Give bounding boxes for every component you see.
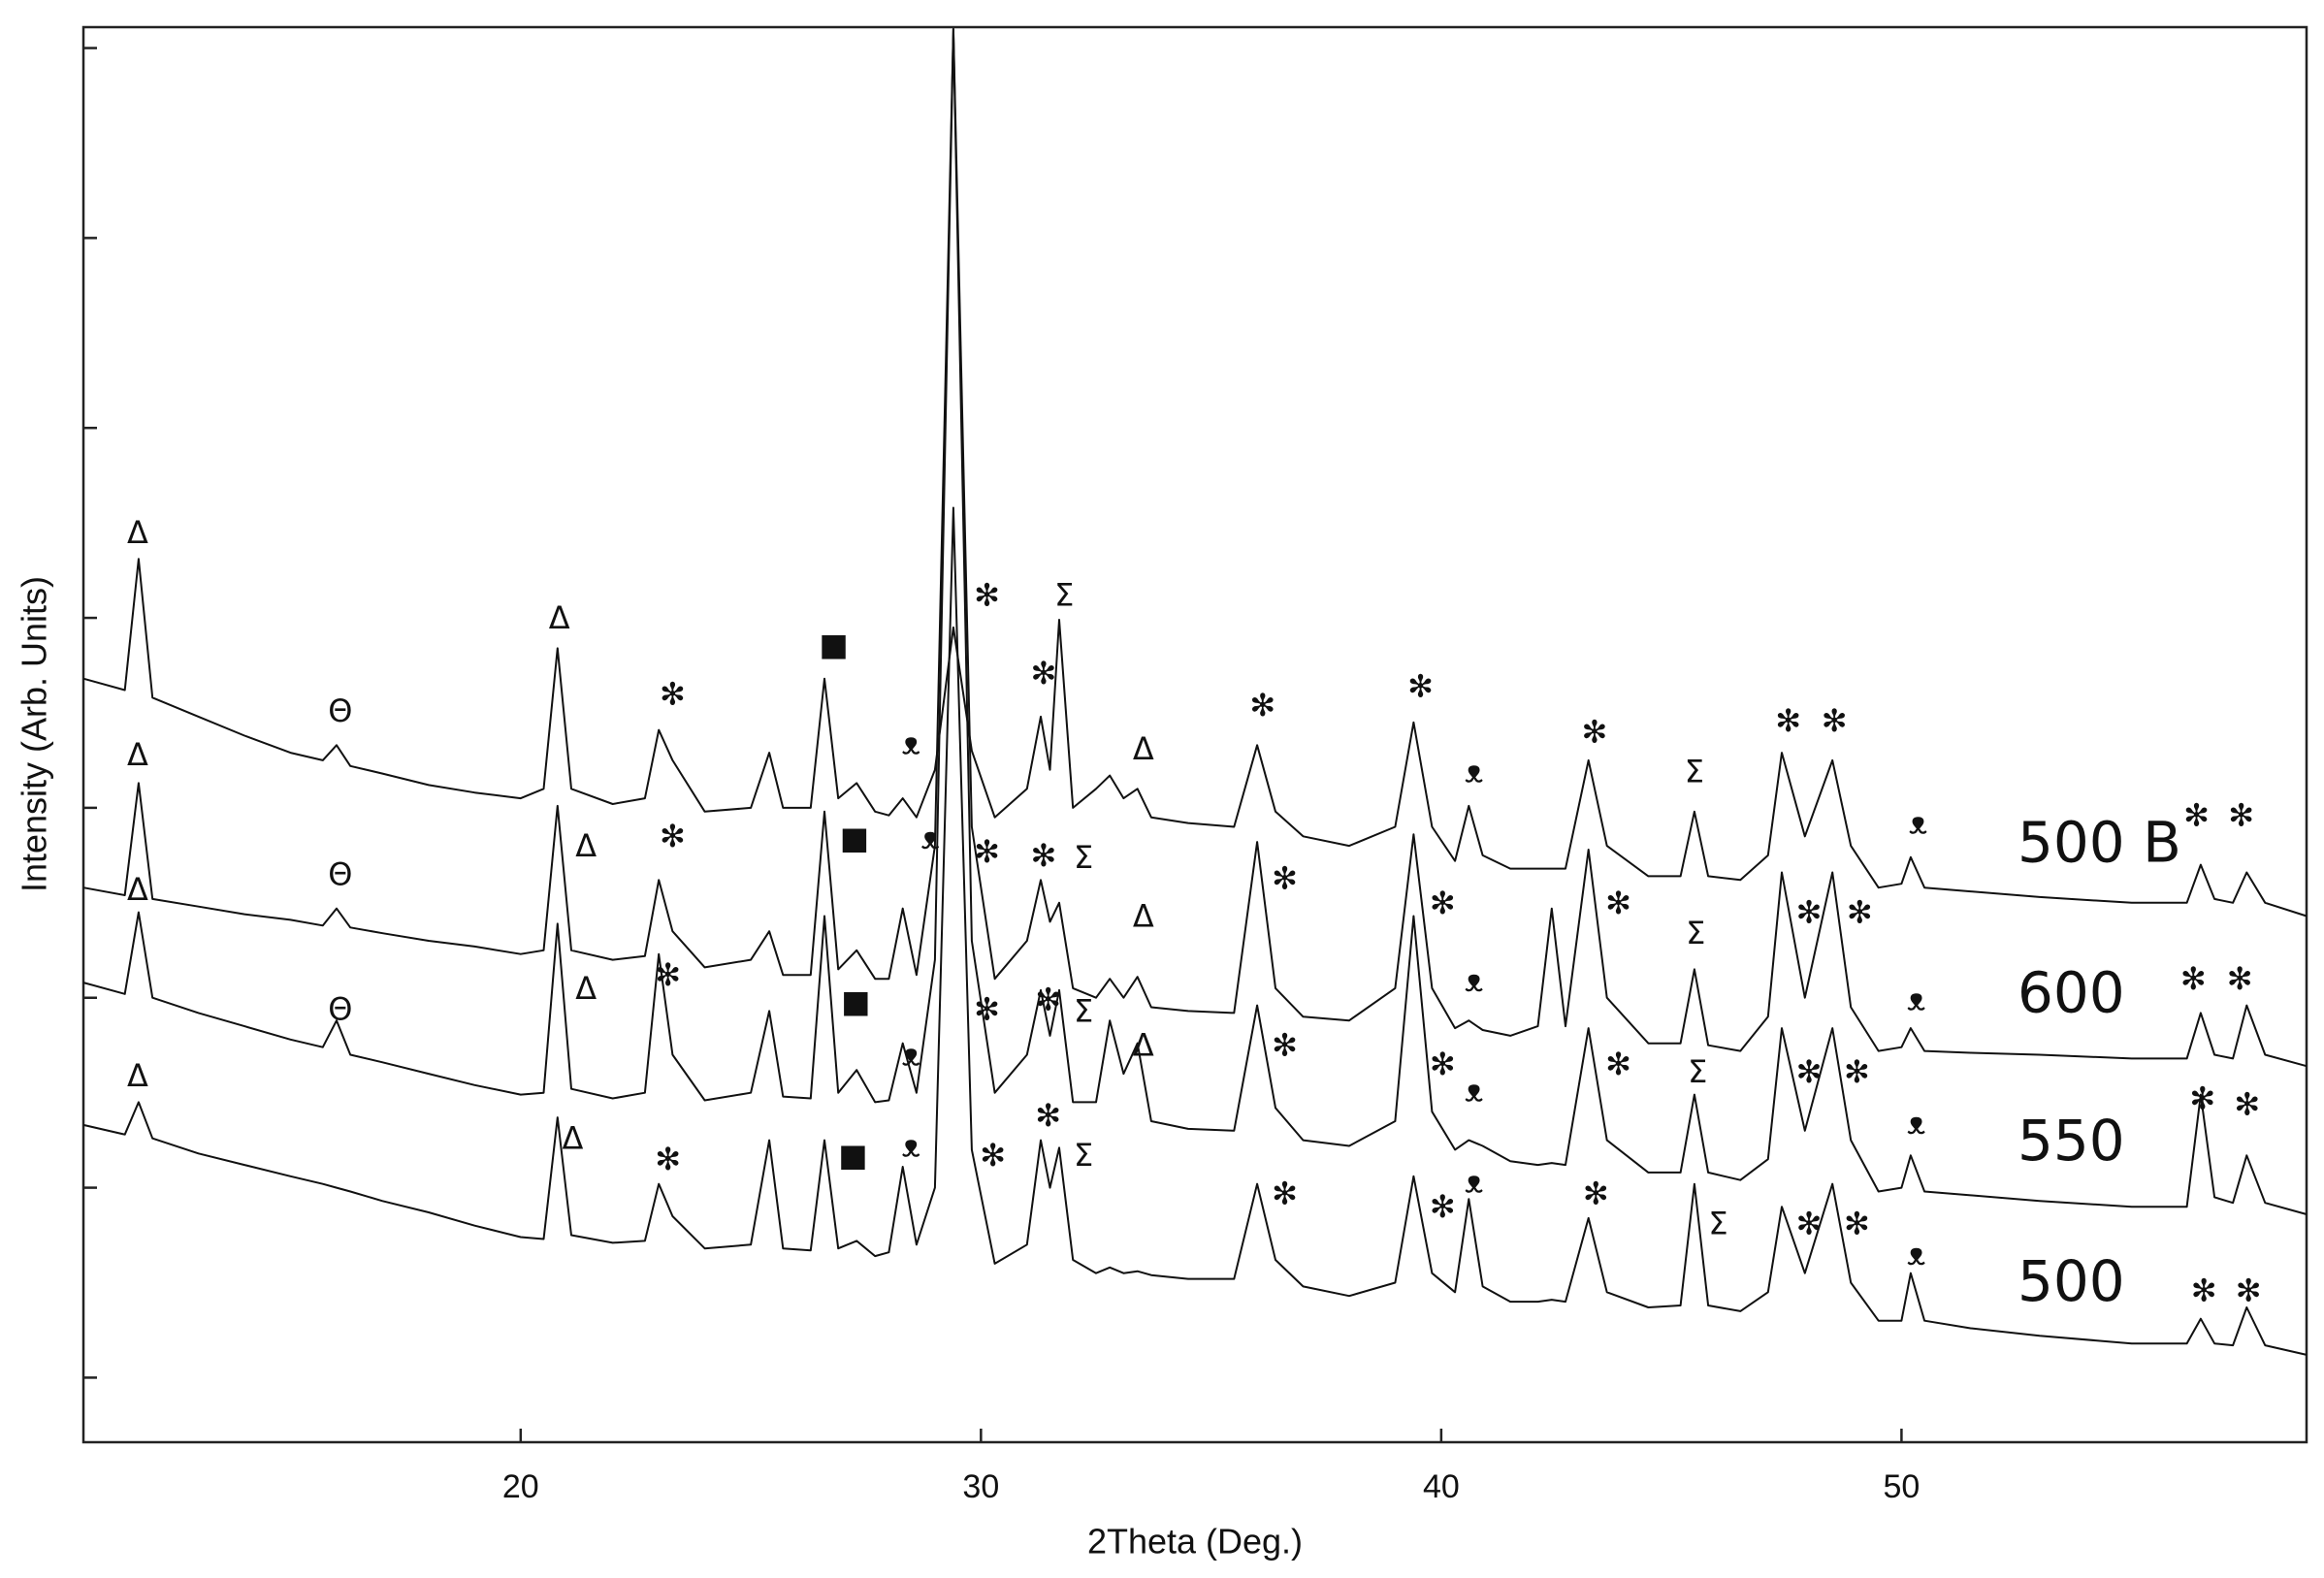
peak-marker: ✻ — [1796, 1206, 1823, 1242]
x-tick-label: 20 — [502, 1468, 539, 1505]
peak-marker: ᴥ — [1465, 754, 1483, 790]
peak-marker: Σ — [1074, 1137, 1093, 1174]
peak-marker: ✻ — [660, 818, 686, 854]
peak-marker: Σ — [1688, 1053, 1707, 1090]
peak-marker: ✻ — [1030, 655, 1056, 692]
peak-marker: Δ — [1133, 897, 1154, 934]
peak-marker: ✻ — [1847, 894, 1873, 931]
peak-marker: Δ — [1133, 1027, 1154, 1064]
peak-marker: ᴥ — [1909, 805, 1927, 842]
plot-frame — [81, 25, 2308, 1444]
peak-marker: ■ — [819, 626, 848, 662]
peak-marker: Δ — [127, 514, 148, 551]
peak-marker: Δ — [562, 1120, 583, 1157]
peak-marker: ✻ — [1430, 1046, 1456, 1082]
peak-marker: Δ — [575, 970, 597, 1007]
peak-marker: Δ — [127, 736, 148, 773]
y-axis-title: Intensity (Arb. Units) — [15, 576, 54, 892]
peak-marker: ✻ — [2234, 1085, 2260, 1122]
peak-marker: ✻ — [1272, 1175, 1298, 1211]
peak-marker: ᴥ — [1907, 1105, 1925, 1142]
peak-marker: ✻ — [2227, 960, 2253, 997]
peak-marker: Σ — [1074, 839, 1093, 876]
peak-marker: Δ — [549, 599, 570, 636]
peak-marker: ✻ — [1822, 702, 1848, 739]
peak-marker: Θ — [328, 855, 352, 892]
peak-marker: ✻ — [655, 1141, 681, 1177]
peak-marker: ✻ — [1775, 702, 1801, 739]
peak-marker: Θ — [328, 692, 352, 729]
peak-marker: ✻ — [1249, 687, 1275, 724]
peak-marker: Δ — [575, 827, 597, 864]
peak-marker: ᴥ — [1465, 1164, 1483, 1201]
peak-marker: ✻ — [1796, 894, 1823, 931]
peak-marker: ✻ — [1581, 714, 1607, 751]
series-line — [82, 506, 2308, 1356]
peak-marker: ✻ — [1430, 1188, 1456, 1225]
series-label: 500 — [2017, 1248, 2125, 1314]
series-label: 500 B — [2017, 810, 2181, 876]
peak-marker: ■ — [840, 820, 869, 856]
peak-marker: ✻ — [1035, 982, 1061, 1018]
peak-marker: ✻ — [1844, 1206, 1870, 1242]
peak-marker: Σ — [1708, 1206, 1727, 1242]
peak-marker: ✻ — [1030, 837, 1056, 874]
peak-marker: ✻ — [1430, 885, 1456, 921]
peak-marker: ■ — [841, 983, 870, 1020]
peak-marker: Θ — [328, 990, 352, 1027]
peak-marker: ✻ — [974, 990, 1000, 1027]
series-label: 600 — [2017, 959, 2125, 1025]
x-axis-title: 2Theta (Deg.) — [1087, 1522, 1303, 1562]
peak-marker: Σ — [1685, 754, 1704, 790]
peak-marker: ✻ — [1605, 885, 1631, 921]
peak-marker: ᴥ — [902, 1036, 920, 1073]
peak-marker: ✻ — [974, 833, 1000, 870]
peak-marker: ✻ — [1035, 1097, 1061, 1134]
peak-marker: ✻ — [1272, 859, 1298, 896]
peak-marker: ✻ — [974, 577, 1000, 614]
peak-marker: ✻ — [1583, 1175, 1609, 1211]
peak-marker: ✻ — [2189, 1079, 2215, 1116]
peak-marker: Σ — [1074, 992, 1093, 1029]
peak-marker: ᴥ — [1465, 962, 1483, 999]
x-tick-label: 50 — [1883, 1468, 1920, 1505]
peak-marker: ᴥ — [902, 725, 920, 761]
peak-marker: ᴥ — [902, 1127, 920, 1164]
peak-marker: ᴥ — [1907, 982, 1925, 1018]
peak-marker: ✻ — [655, 956, 681, 993]
peak-marker: ■ — [838, 1137, 867, 1174]
series-line — [82, 28, 2308, 1068]
peak-marker: ✻ — [2180, 960, 2207, 997]
x-tick-label: 40 — [1423, 1468, 1460, 1505]
peak-marker: ✻ — [1796, 1053, 1823, 1090]
peak-marker: ᴥ — [1465, 1073, 1483, 1110]
peak-marker: Δ — [127, 1057, 148, 1094]
peak-marker: ✻ — [2183, 797, 2210, 834]
peak-marker: Δ — [127, 871, 148, 908]
peak-marker: ✻ — [1407, 668, 1434, 705]
series-line — [82, 558, 2308, 918]
series-label: 550 — [2017, 1108, 2125, 1174]
peak-marker: Σ — [1686, 915, 1705, 951]
peak-marker: ᴥ — [1907, 1236, 1925, 1272]
peak-marker: Σ — [1054, 577, 1074, 614]
peak-marker: ✻ — [1605, 1046, 1631, 1082]
peak-marker: ᴥ — [920, 820, 939, 856]
peak-marker: ✻ — [660, 675, 686, 712]
series-line — [82, 28, 2308, 1215]
peak-marker: ✻ — [2236, 1272, 2262, 1308]
peak-marker: ✻ — [2191, 1272, 2217, 1308]
peak-marker: ✻ — [1272, 1027, 1298, 1064]
x-tick-label: 30 — [962, 1468, 999, 1505]
peak-marker: Δ — [1133, 730, 1154, 767]
peak-marker: ✻ — [2228, 797, 2254, 834]
peak-marker: ✻ — [980, 1137, 1006, 1174]
peak-marker: ✻ — [1844, 1053, 1870, 1090]
